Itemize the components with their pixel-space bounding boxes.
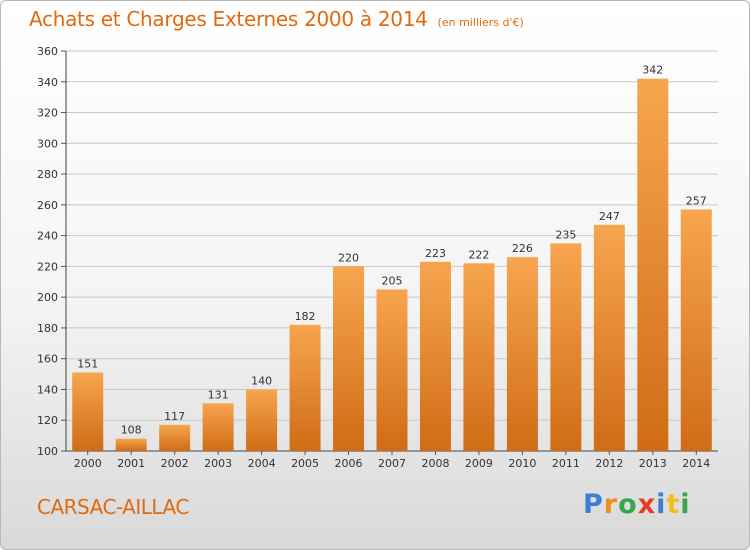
bars (72, 78, 712, 451)
data-labels: 151 108 117 131 140 182 220 205 223 222 226 235 247 3… (77, 64, 707, 437)
data-label-2010: 226 (512, 242, 533, 255)
y-tick-label: 180 (37, 322, 58, 335)
y-tick-label: 320 (37, 107, 58, 120)
proxiti-logo: Proxiti (583, 489, 691, 520)
bar-2014 (680, 209, 712, 451)
data-label-2006: 220 (338, 251, 359, 264)
chart-title: Achats et Charges Externes 2000 à 2014 (e… (29, 7, 524, 31)
data-label-2002: 117 (164, 410, 185, 423)
x-tick-label-2014: 2014 (682, 457, 710, 470)
data-label-2004: 140 (251, 374, 272, 387)
bar-2011 (550, 243, 582, 451)
bar-2002 (159, 424, 191, 451)
y-tick-label: 120 (37, 414, 58, 427)
data-label-2007: 205 (382, 274, 403, 287)
bar-2008 (419, 261, 451, 451)
x-tick-label-2011: 2011 (552, 457, 580, 470)
bar-2000 (72, 372, 104, 451)
x-tick-label-2003: 2003 (204, 457, 232, 470)
logo-letter: i (656, 489, 667, 520)
bar-2005 (289, 324, 321, 451)
x-tick-label-2006: 2006 (335, 457, 363, 470)
bar-2009 (463, 263, 495, 451)
logo-letter: x (637, 489, 657, 520)
y-tick-label: 140 (37, 383, 58, 396)
logo-letter: r (603, 489, 619, 520)
logo-letter: i (680, 489, 691, 520)
data-label-2012: 247 (599, 210, 620, 223)
x-tick-label-2000: 2000 (74, 457, 102, 470)
x-tick-label-2005: 2005 (291, 457, 319, 470)
bar-2013 (637, 78, 669, 451)
y-tick-label: 240 (37, 230, 58, 243)
x-tick-label-2001: 2001 (117, 457, 145, 470)
data-label-2014: 257 (686, 194, 707, 207)
x-tick-label-2013: 2013 (639, 457, 667, 470)
data-label-2009: 222 (468, 248, 489, 261)
x-tick-label-2002: 2002 (161, 457, 189, 470)
data-label-2000: 151 (77, 358, 98, 371)
logo-letter: o (618, 489, 638, 520)
data-label-2005: 182 (295, 310, 316, 323)
data-label-2008: 223 (425, 247, 446, 260)
data-label-2003: 131 (208, 388, 229, 401)
x-tick-label-2012: 2012 (595, 457, 623, 470)
y-tick-label: 360 (37, 45, 58, 58)
x-tick-label-2004: 2004 (248, 457, 276, 470)
y-tick-label: 100 (37, 445, 58, 458)
y-tick-label: 340 (37, 76, 58, 89)
y-tick-label: 220 (37, 260, 58, 273)
bar-2007 (376, 289, 408, 451)
data-label-2013: 342 (642, 64, 663, 77)
y-tick-label: 280 (37, 168, 58, 181)
chart-title-text: Achats et Charges Externes 2000 à 2014 (29, 7, 428, 31)
axes: 100 120 140 160 180 200 220 240 260 280 300 320 340 3… (37, 45, 718, 470)
logo-letter: P (583, 489, 604, 520)
chart-subtitle: (en milliers d'€) (437, 16, 524, 29)
logo-letter: t (666, 489, 681, 520)
y-tick-label: 160 (37, 353, 58, 366)
bar-2003 (202, 403, 234, 451)
bar-2004 (246, 389, 278, 451)
x-tick-label-2009: 2009 (465, 457, 493, 470)
bar-2001 (115, 438, 147, 451)
bar-2006 (333, 266, 365, 451)
y-tick-label: 260 (37, 199, 58, 212)
y-tick-label: 200 (37, 291, 58, 304)
x-tick-label-2010: 2010 (508, 457, 536, 470)
y-tick-label: 300 (37, 137, 58, 150)
data-label-2001: 108 (121, 424, 142, 437)
data-label-2011: 235 (555, 228, 576, 241)
bar-2010 (506, 257, 538, 451)
x-tick-label-2008: 2008 (421, 457, 449, 470)
bar-2012 (593, 224, 625, 451)
x-tick-label-2007: 2007 (378, 457, 406, 470)
commune-name: CARSAC-AILLAC (37, 495, 189, 519)
